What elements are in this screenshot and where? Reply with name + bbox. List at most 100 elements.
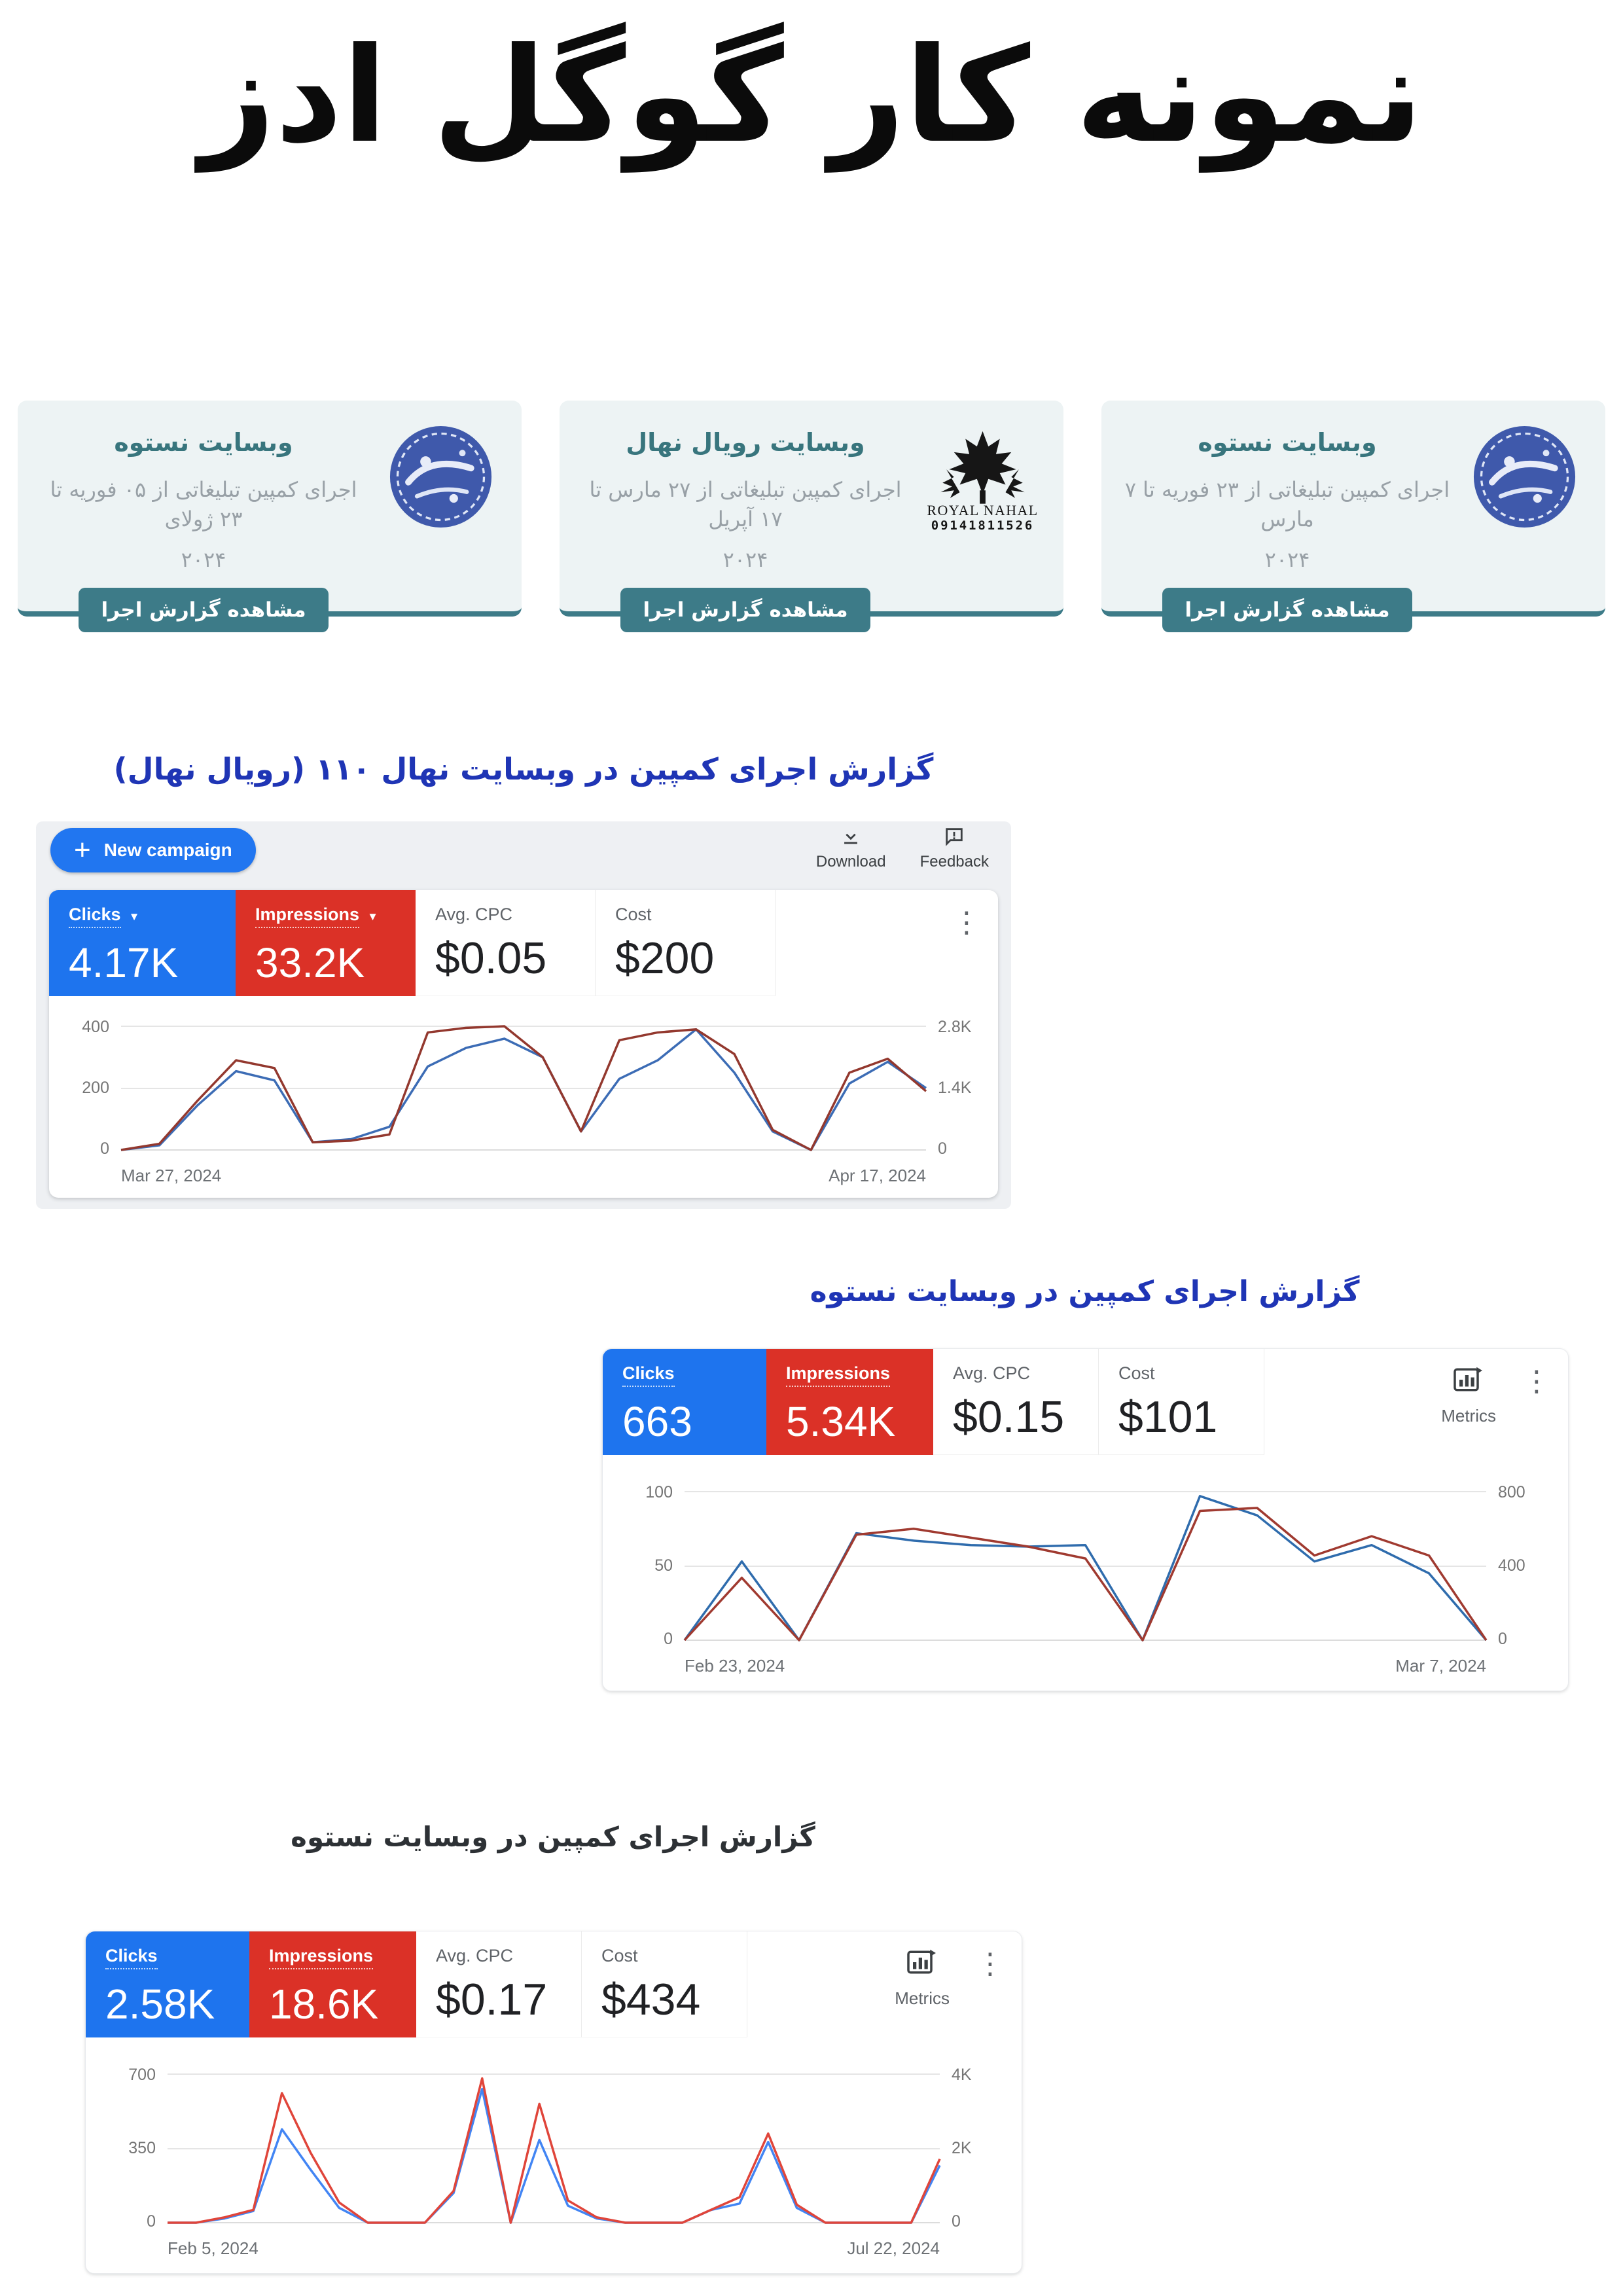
feedback-icon <box>943 825 965 848</box>
cost-value: $101 <box>1118 1392 1218 1442</box>
plot-area <box>168 2073 940 2223</box>
x-start-date: Feb 23, 2024 <box>685 1656 785 1676</box>
line-chart-svg <box>168 2074 940 2223</box>
metrics-row: Clicks ▼ 4.17K Impressions ▼ 33.2K Avg. CP… <box>49 890 998 996</box>
impressions-metric-card[interactable]: Impressions 5.34K <box>766 1349 933 1455</box>
card-year: ۲۰۲۴ <box>722 547 768 572</box>
metrics-row: Clicks 2.58K Impressions 18.6K Avg. CPC … <box>86 1931 1022 2037</box>
clicks-value: 2.58K <box>105 1981 215 2028</box>
cost-metric-card[interactable]: Cost $101 <box>1099 1349 1264 1455</box>
plot-area <box>121 1026 926 1150</box>
clicks-metric-card[interactable]: Clicks ▼ 4.17K <box>49 890 236 996</box>
feedback-label: Feedback <box>919 853 989 870</box>
avg-cpc-metric-card[interactable]: Avg. CPC $0.17 <box>416 1931 582 2037</box>
performance-chart: 100 50 0 800 400 0 Feb 23, 2024 Mar 7, 2024 <box>632 1483 1539 1676</box>
download-label: Download <box>815 853 886 870</box>
clicks-metric-card[interactable]: Clicks 663 <box>603 1349 766 1455</box>
metrics-button[interactable]: Metrics <box>1441 1366 1496 1426</box>
view-report-button[interactable]: مشاهده گزارش اجرا <box>620 587 870 632</box>
x-start-date: Feb 5, 2024 <box>168 2238 259 2258</box>
toolbar-right: Download Feedback <box>816 825 989 871</box>
impressions-metric-card[interactable]: Impressions ▼ 33.2K <box>236 890 416 996</box>
right-axis-ticks: 2.8K 1.4K 0 <box>938 1018 972 1158</box>
card-body: وبسایت نستوه اجرای کمپین تبلیغاتی از ۰۵ … <box>40 419 367 632</box>
avg-cpc-metric-card[interactable]: Avg. CPC $0.05 <box>416 890 596 996</box>
metrics-label: Metrics <box>1441 1406 1496 1426</box>
right-axis-ticks: 800 400 0 <box>1498 1483 1525 1648</box>
metrics-button[interactable]: Metrics <box>895 1948 950 2009</box>
impressions-metric-card[interactable]: Impressions 18.6K <box>249 1931 416 2037</box>
new-campaign-label: New campaign <box>103 840 232 860</box>
x-axis-labels: Mar 27, 2024 Apr 17, 2024 <box>121 1166 926 1186</box>
x-start-date: Mar 27, 2024 <box>121 1166 222 1185</box>
cost-value: $434 <box>601 1975 701 2024</box>
new-campaign-button[interactable]: + New campaign <box>50 828 256 872</box>
metrics-chart-icon <box>1454 1367 1484 1396</box>
portfolio-card-royal-nahal: ROYAL NAHAL 09141811526 وبسایت رویال نها… <box>560 401 1063 632</box>
google-ads-dashboard-nastooh-2: Clicks 2.58K Impressions 18.6K Avg. CPC … <box>85 1931 1022 2274</box>
metrics-chart-icon <box>907 1949 937 1979</box>
section-title-nastooh-report-1: گزارش اجرای کمپین در وبسایت نستوه <box>810 1275 1360 1308</box>
google-ads-dashboard-royal-nahal: + New campaign Download Feedback <box>36 821 1011 1209</box>
left-axis-ticks: 400 200 0 <box>82 1018 109 1158</box>
card-year: ۲۰۲۴ <box>1264 547 1310 572</box>
card-title: وبسایت نستوه <box>1198 428 1377 457</box>
impressions-value: 33.2K <box>255 939 365 986</box>
x-end-date: Jul 22, 2024 <box>847 2238 940 2258</box>
metrics-row: Clicks 663 Impressions 5.34K Avg. CPC $0… <box>603 1349 1568 1455</box>
plus-icon: + <box>74 834 91 866</box>
left-axis-ticks: 100 50 0 <box>645 1483 673 1648</box>
kebab-menu-icon[interactable]: ⋮ <box>1522 1365 1551 1397</box>
kebab-menu-icon[interactable]: ⋮ <box>976 1948 1005 1980</box>
card-year: ۲۰۲۴ <box>181 547 226 572</box>
performance-chart: 400 200 0 2.8K 1.4K 0 Mar 27, 2024 Apr 17, 2… <box>69 1018 978 1186</box>
line-chart-svg <box>121 1026 926 1150</box>
right-axis-ticks: 4K 2K 0 <box>952 2066 972 2231</box>
card-body: وبسایت نستوه اجرای کمپین تبلیغاتی از ۲۳ … <box>1124 419 1451 632</box>
google-ads-dashboard-nastooh-1: Clicks 663 Impressions 5.34K Avg. CPC $0… <box>602 1348 1569 1691</box>
impressions-value: 18.6K <box>269 1981 379 2028</box>
card-subtitle: اجرای کمپین تبلیغاتی از ۲۷ مارس تا ۱۷ آپ… <box>589 477 902 531</box>
card-subtitle: اجرای کمپین تبلیغاتی از ۰۵ فوریه تا ۲۳ ژ… <box>50 477 357 531</box>
view-report-button[interactable]: مشاهده گزارش اجرا <box>1162 587 1412 632</box>
svg-text:09141811526: 09141811526 <box>931 518 1034 533</box>
clicks-value: 663 <box>622 1398 692 1445</box>
card-title: وبسایت نستوه <box>114 428 293 457</box>
left-axis-ticks: 700 350 0 <box>128 2066 156 2231</box>
portfolio-cards-row: وبسایت نستوه اجرای کمپین تبلیغاتی از ۰۵ … <box>18 401 1605 632</box>
section-title-royal-nahal-report: گزارش اجرای کمپین در وبسایت نهال ۱۱۰ (رو… <box>113 751 934 787</box>
x-axis-labels: Feb 23, 2024 Mar 7, 2024 <box>685 1656 1486 1676</box>
line-chart-svg <box>685 1492 1486 1640</box>
card-subtitle: اجرای کمپین تبلیغاتی از ۲۳ فوریه تا ۷ ما… <box>1124 477 1450 531</box>
ads-toolbar: + New campaign Download Feedback <box>36 821 1011 887</box>
caret-down-icon: ▼ <box>367 910 378 923</box>
clicks-value: 4.17K <box>69 939 179 986</box>
card-body: وبسایت رویال نهال اجرای کمپین تبلیغاتی ا… <box>582 419 909 632</box>
feedback-button[interactable]: Feedback <box>920 825 989 871</box>
x-axis-labels: Feb 5, 2024 Jul 22, 2024 <box>168 2238 940 2259</box>
kebab-menu-icon[interactable]: ⋮ <box>952 906 981 939</box>
page-title: نمونه کار گوگل ادز <box>200 20 1424 172</box>
impressions-value: 5.34K <box>786 1398 896 1445</box>
svg-text:ROYAL NAHAL: ROYAL NAHAL <box>927 503 1038 518</box>
avg-cpc-metric-card[interactable]: Avg. CPC $0.15 <box>933 1349 1099 1455</box>
portfolio-card-nastooh-long: وبسایت نستوه اجرای کمپین تبلیغاتی از ۰۵ … <box>18 401 522 632</box>
caret-down-icon: ▼ <box>128 910 140 923</box>
download-button[interactable]: Download <box>816 825 886 871</box>
performance-chart: 700 350 0 4K 2K 0 Feb 5, 2024 Jul 22, 2024 <box>115 2066 992 2259</box>
metrics-chart-panel: Clicks ▼ 4.17K Impressions ▼ 33.2K Avg. CP… <box>49 890 998 1198</box>
cost-metric-card[interactable]: Cost $434 <box>582 1931 747 2037</box>
cost-value: $200 <box>615 933 715 983</box>
nastooh-blue-emblem-logo <box>382 419 499 531</box>
avg-cpc-value: $0.05 <box>435 933 547 983</box>
x-end-date: Apr 17, 2024 <box>829 1166 926 1185</box>
view-report-button[interactable]: مشاهده گزارش اجرا <box>79 587 329 632</box>
nastooh-blue-emblem-logo <box>1465 419 1583 531</box>
portfolio-card-nastooh-short: وبسایت نستوه اجرای کمپین تبلیغاتی از ۲۳ … <box>1101 401 1605 632</box>
cost-metric-card[interactable]: Cost $200 <box>596 890 776 996</box>
plot-area <box>685 1491 1486 1640</box>
section-title-nastooh-report-2: گزارش اجرای کمپین در وبسایت نستوه <box>291 1821 815 1853</box>
download-icon <box>840 825 862 848</box>
clicks-metric-card[interactable]: Clicks 2.58K <box>86 1931 249 2037</box>
royal-nahal-maple-leaf-logo: ROYAL NAHAL 09141811526 <box>923 419 1041 534</box>
